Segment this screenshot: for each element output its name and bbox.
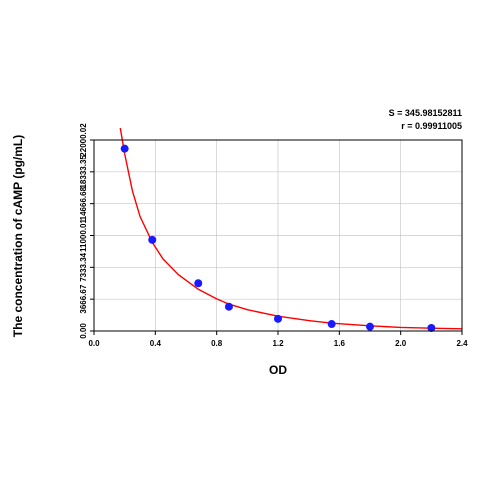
s-statistic: S = 345.98152811 bbox=[388, 108, 462, 118]
data-point bbox=[427, 323, 436, 332]
y-axis-title: The concentration of cAMP (pg/mL) bbox=[11, 135, 25, 337]
data-point bbox=[274, 314, 282, 323]
data-point bbox=[224, 302, 233, 311]
data-point bbox=[120, 144, 129, 153]
fitted-curve-group bbox=[119, 128, 462, 330]
data-point bbox=[327, 320, 336, 329]
y-tick-label: 14666.68 bbox=[79, 186, 88, 220]
data-point bbox=[148, 235, 157, 244]
data-point bbox=[194, 279, 203, 288]
data-point bbox=[366, 322, 374, 331]
y-axis: 0.00 3666.67 7333.3411000.0114666.6818333.… bbox=[79, 123, 94, 339]
y-tick-label: 7333.34 bbox=[79, 252, 88, 281]
y-tick-label: 3666.67 bbox=[79, 284, 88, 313]
y-tick-label: 0.00 bbox=[79, 323, 88, 339]
r-statistic: r = 0.99911005 bbox=[401, 121, 462, 131]
x-tick-label: 0.0 bbox=[88, 339, 100, 348]
x-tick-label: 1.6 bbox=[334, 339, 346, 348]
x-tick-label: 2.4 bbox=[456, 339, 468, 348]
y-tick-label: 18333.35 bbox=[79, 155, 88, 189]
y-tick-label: 22000.02 bbox=[79, 123, 88, 157]
x-tick-label: 2.0 bbox=[395, 339, 407, 348]
fitted-curve bbox=[119, 128, 462, 330]
y-tick-label: 11000.01 bbox=[79, 218, 88, 251]
x-axis: 0.0 0.4 0.8 1.2 1.6 2.0 2.4 bbox=[88, 331, 468, 348]
x-axis-title: OD bbox=[269, 363, 287, 377]
data-points-group bbox=[120, 144, 436, 332]
x-tick-label: 0.4 bbox=[150, 339, 162, 348]
x-tick-label: 1.2 bbox=[272, 339, 284, 348]
x-tick-label: 0.8 bbox=[211, 339, 223, 348]
